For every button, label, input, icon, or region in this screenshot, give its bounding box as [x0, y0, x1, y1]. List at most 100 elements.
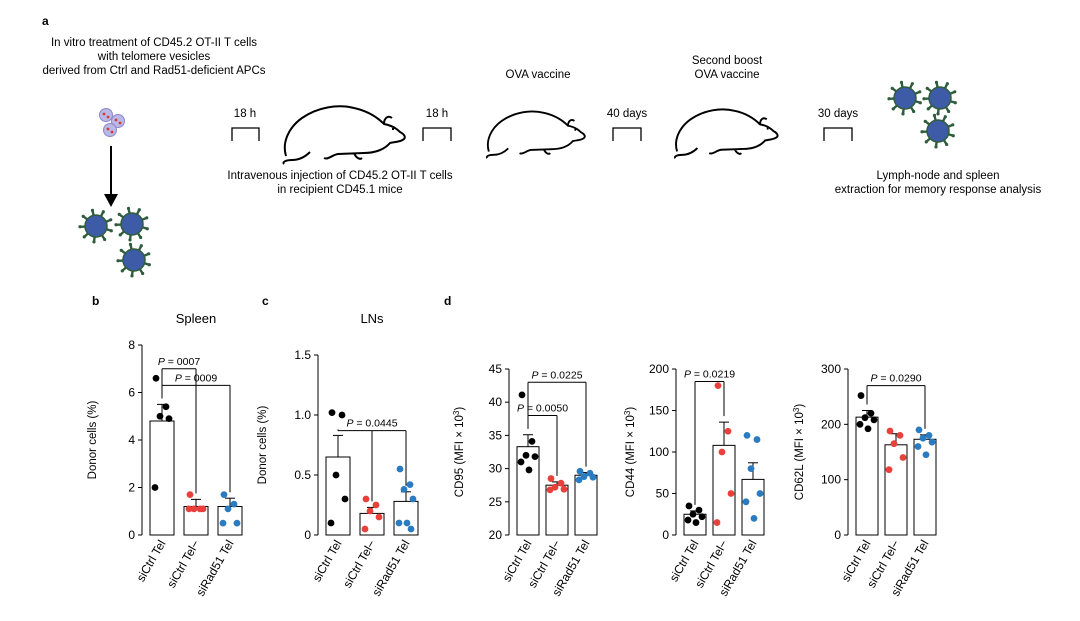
- data-point: [713, 519, 721, 526]
- apc-cells: [78, 80, 957, 278]
- data-point: [528, 437, 536, 445]
- data-point: [372, 501, 380, 509]
- data-point: [152, 374, 160, 382]
- data-point: [861, 414, 869, 422]
- bar: [855, 416, 879, 536]
- data-point: [925, 432, 933, 439]
- y-axis-label-sup: 3: [452, 410, 461, 415]
- chart-title: LNs: [360, 311, 384, 326]
- data-point: [685, 502, 693, 510]
- injection-text-line-1: Intravenous injection of CD45.2 OT-II T …: [227, 170, 453, 182]
- data-point: [233, 519, 241, 527]
- data-point: [695, 506, 703, 514]
- y-tick-label: 20: [489, 528, 503, 542]
- data-point: [190, 505, 198, 513]
- data-point: [919, 434, 927, 442]
- data-point: [341, 495, 349, 503]
- bar: [741, 478, 765, 536]
- data-point: [684, 516, 692, 524]
- bar: [149, 420, 175, 536]
- interval-40-days: 40 days: [606, 108, 648, 120]
- y-axis-label-sup: 3: [623, 410, 632, 415]
- y-tick-label: 200: [649, 362, 669, 376]
- y-tick-label: 0: [304, 528, 311, 542]
- data-point: [724, 427, 732, 435]
- extraction-text-line-2: extraction for memory response analysis: [834, 184, 1042, 196]
- data-point: [692, 519, 700, 526]
- data-point: [870, 416, 878, 424]
- y-axis-label-close: ): [625, 407, 637, 411]
- data-point: [546, 486, 554, 494]
- y-tick-label: 2: [128, 481, 135, 495]
- y-tick-label: 100: [649, 445, 669, 459]
- data-point: [689, 510, 697, 518]
- data-point: [328, 409, 336, 416]
- y-tick-label: 8: [128, 338, 135, 352]
- panel-letter-a: a: [42, 14, 49, 28]
- data-point: [332, 471, 340, 479]
- data-point: [518, 391, 526, 399]
- invitro-text-line-3: derived from Ctrl and Rad51-deficient AP…: [42, 65, 266, 77]
- interval-30-days: 30 days: [817, 108, 859, 120]
- mouse-icon: [674, 108, 779, 159]
- category-label: siCtrl Tel: [134, 538, 169, 585]
- data-point: [560, 485, 568, 493]
- y-axis-label-sup: 3: [792, 407, 801, 412]
- data-point: [165, 415, 173, 423]
- category-label: siCtrl Tel−: [340, 538, 379, 591]
- data-point: [230, 500, 238, 508]
- pvalue-label: P = 0.0290: [870, 373, 921, 385]
- chart-b: Spleen 0 2 4 6 8 Donor cells (%) siCtrl TelsiCt…: [87, 311, 243, 599]
- data-point: [162, 403, 170, 411]
- y-tick-label: 1.0: [294, 408, 311, 422]
- y-tick-label: 1.5: [294, 348, 311, 362]
- interval-bracket-icon: [231, 127, 260, 141]
- data-point: [576, 467, 584, 475]
- data-point: [327, 519, 335, 527]
- data-point: [899, 454, 907, 461]
- interval-18h-second: 18 h: [425, 108, 449, 120]
- data-point: [857, 392, 865, 399]
- data-point: [756, 490, 764, 497]
- panel-letter-c: c: [262, 294, 269, 308]
- mouse-icon: [485, 110, 586, 159]
- second-boost-line-1: Second boost: [691, 55, 763, 67]
- data-point: [366, 507, 374, 515]
- y-tick-label: 0: [834, 528, 841, 542]
- invitro-text-line-1: In vitro treatment of CD45.2 OT-II T cel…: [50, 37, 258, 49]
- data-point: [743, 432, 751, 439]
- y-tick-label: 45: [489, 362, 503, 376]
- panel-letter-b: b: [92, 294, 100, 308]
- category-label: siCtrl Tel−: [164, 538, 203, 591]
- data-point: [396, 465, 404, 473]
- data-point: [525, 466, 533, 474]
- y-tick-label: 50: [656, 487, 670, 501]
- data-point: [890, 440, 898, 448]
- y-tick-label: 25: [489, 495, 503, 509]
- data-point: [727, 490, 735, 497]
- data-point: [151, 484, 159, 491]
- data-point: [922, 451, 930, 459]
- y-tick-label: 4: [128, 433, 135, 447]
- invitro-text-line-2: with telomere vesicles: [97, 51, 211, 63]
- interval-18h-first: 18 h: [233, 108, 257, 120]
- data-point: [747, 465, 755, 472]
- y-tick-label: 150: [649, 404, 669, 418]
- pvalue-label: P = 0.0445: [346, 418, 397, 430]
- data-point: [928, 438, 936, 446]
- data-point: [185, 505, 193, 513]
- ova-vaccine-label: OVA vaccine: [505, 69, 571, 81]
- schematic: [99, 108, 853, 207]
- injection-text-line-2: in recipient CD45.1 mice: [277, 184, 403, 196]
- interval-bracket-icon: [422, 127, 452, 141]
- data-point: [580, 473, 588, 480]
- y-axis-label-close: ): [454, 407, 466, 411]
- data-point: [219, 519, 227, 527]
- y-tick-label: 40: [489, 395, 503, 409]
- data-point: [864, 425, 872, 433]
- data-point: [517, 458, 525, 466]
- mouse-icon: [282, 105, 406, 165]
- interval-bracket-icon: [823, 127, 853, 141]
